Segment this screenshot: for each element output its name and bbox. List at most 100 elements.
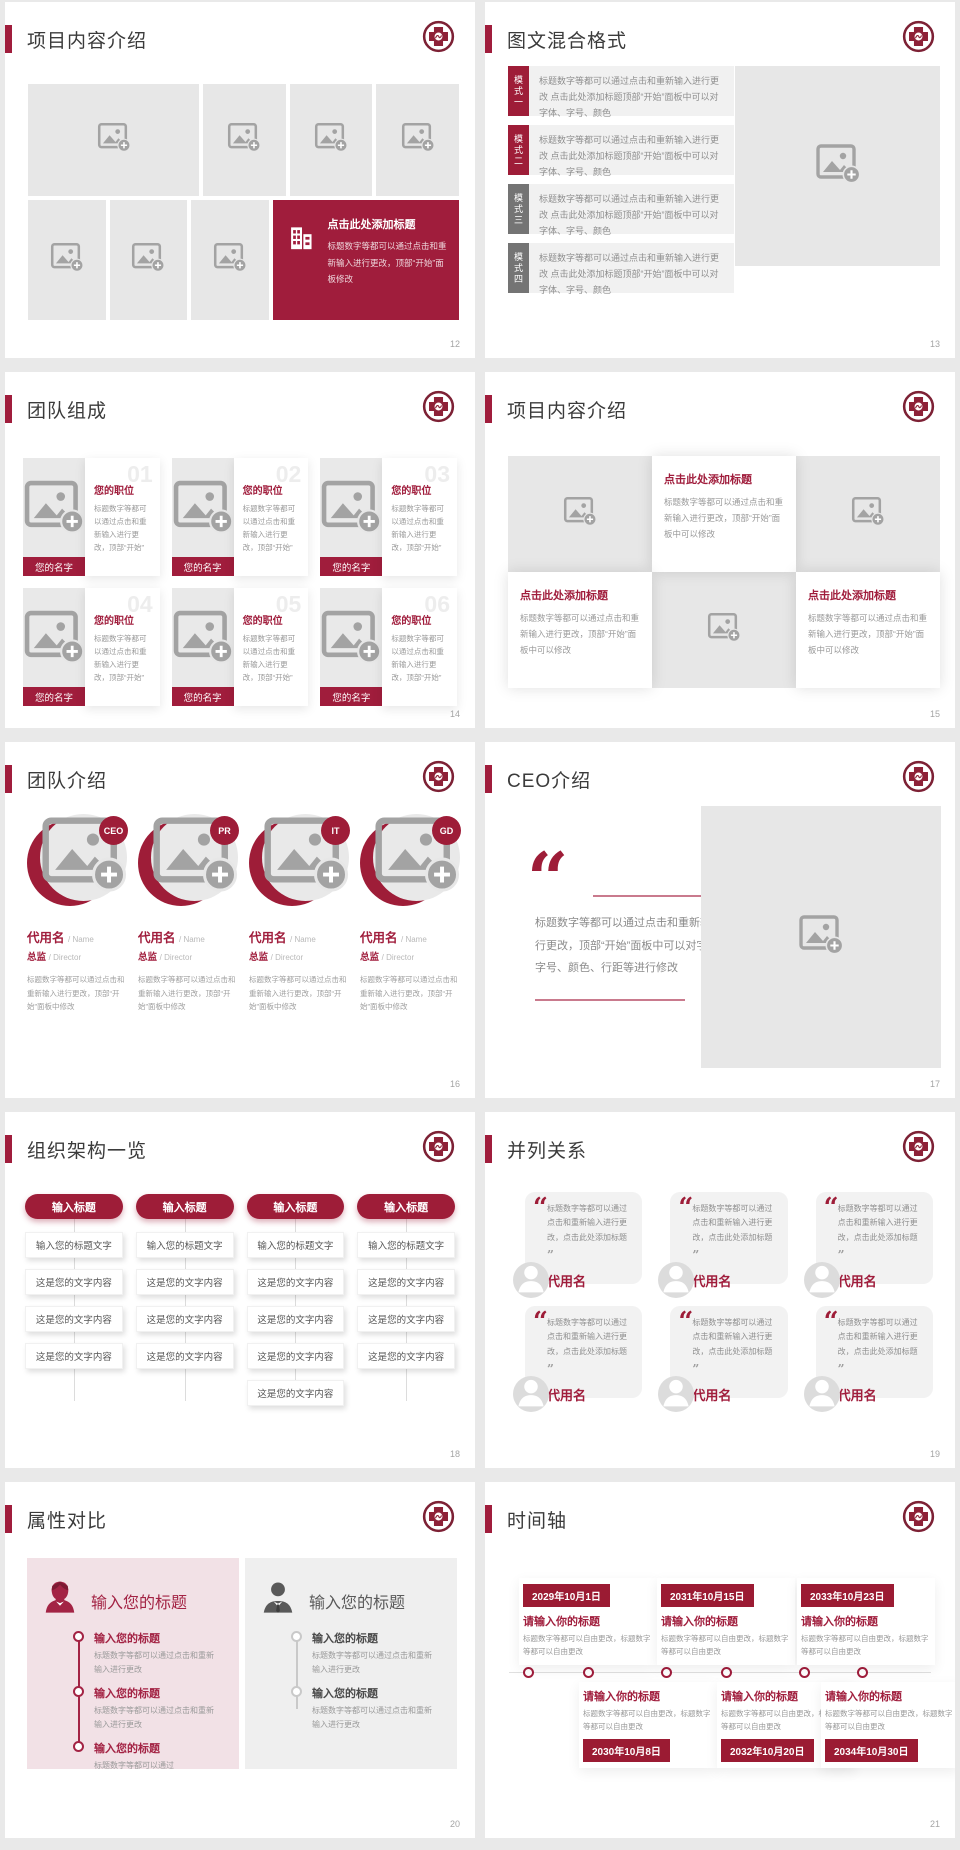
slide-14-team-composition[interactable]: 团队组成 您的名字 01 您的职位 标题数字等都可以通过点击和重新输入进行更改，…: [5, 372, 475, 728]
slide-15-project-content[interactable]: 项目内容介绍 点击此处添加标题 标题数字等都可以通过点击和重新输入进行更改，顶部…: [485, 372, 955, 728]
image-placeholder[interactable]: [28, 84, 200, 196]
quote-body: 标题数字等都可以通过点击和重新输入进行更改，点击此处添加标题: [692, 1204, 773, 1242]
brand-logo-icon: [422, 1130, 455, 1163]
slide-17-ceo-intro[interactable]: CEO介绍 “ 标题数字等都可以通过点击和重新输入进行更改，顶部“开始”面板中可…: [485, 742, 955, 1098]
member-card[interactable]: 您的名字 01 您的职位 标题数字等都可以通过点击和重新输入进行更改，顶部“开始…: [23, 458, 160, 576]
slide-18-org-structure[interactable]: 组织架构一览 输入标题 输入您的标题文字 这是您的文字内容 这是您的文字内容 这…: [5, 1112, 475, 1468]
page-number: 14: [449, 709, 460, 719]
leader-card[interactable]: GD 代用名 / Name 总监 / Director 标题数字等都可以通过点击…: [360, 812, 461, 1014]
item-title: 输入您的标题: [312, 1633, 378, 1645]
brand-logo-icon: [902, 390, 935, 423]
title-callout-box[interactable]: 点击此处添加标题 标题数字等都可以通过点击和重新输入进行更改，顶部“开始”面板修…: [272, 200, 459, 320]
event-body: 标题数字等都可以自由更改，标题数字等都可以自由更改: [721, 1709, 849, 1731]
org-item-box[interactable]: 这是您的文字内容: [357, 1269, 455, 1295]
image-placeholder[interactable]: [508, 456, 652, 572]
mode-row-4[interactable]: 模式四 标题数字等都可以通过点击和重新输入进行更改 点击此处添加标题顶部“开始”…: [508, 243, 734, 295]
compare-panel-left[interactable]: 输入您的标题 输入您的标题 标题数字等都可以通过点击和重新输入进行更改 输入您的…: [27, 1558, 239, 1770]
slide-12-project-content[interactable]: 项目内容介绍 点击此处添加标题 标题数字等都可以通过点击和重新输入进行更改，顶部…: [5, 2, 475, 358]
quote-card[interactable]: “ 标题数字等都可以通过点击和重新输入进行更改，点击此处添加标题 ” 代用名: [513, 1306, 643, 1412]
text-block[interactable]: 点击此处添加标题 标题数字等都可以通过点击和重新输入进行更改，顶部“开始”面板中…: [796, 572, 940, 688]
org-title-pill[interactable]: 输入标题: [135, 1194, 234, 1219]
leader-card[interactable]: PR 代用名 / Name 总监 / Director 标题数字等都可以通过点击…: [138, 812, 239, 1014]
org-item-box[interactable]: 这是您的文字内容: [25, 1343, 123, 1369]
leader-card[interactable]: IT 代用名 / Name 总监 / Director 标题数字等都可以通过点击…: [249, 812, 350, 1014]
org-item-box[interactable]: 这是您的文字内容: [246, 1306, 345, 1332]
image-placeholder[interactable]: [109, 200, 188, 320]
member-card[interactable]: 您的名字 05 您的职位 标题数字等都可以通过点击和重新输入进行更改，顶部“开始…: [171, 588, 309, 706]
image-placeholder[interactable]: [652, 572, 796, 688]
timeline-event[interactable]: 请输入你的标题 标题数字等都可以自由更改，标题数字等都可以自由更改 2034年1…: [821, 1682, 955, 1768]
slide-20-attribute-compare[interactable]: 属性对比 输入您的标题 输入您的标题 标题数字等都可以通过点击和重新输入进行更改…: [5, 1482, 475, 1838]
mode-row-3[interactable]: 模式三 标题数字等都可以通过点击和重新输入进行更改 点击此处添加标题顶部“开始”…: [508, 184, 734, 236]
slide-19-parallel-relation[interactable]: 并列关系 “ 标题数字等都可以通过点击和重新输入进行更改，点击此处添加标题 ” …: [485, 1112, 955, 1468]
avatar: [803, 1376, 840, 1412]
quote-card[interactable]: “ 标题数字等都可以通过点击和重新输入进行更改，点击此处添加标题 ” 代用名: [803, 1192, 933, 1298]
male-person-icon: [259, 1579, 297, 1622]
quote-card[interactable]: “ 标题数字等都可以通过点击和重新输入进行更改，点击此处添加标题 ” 代用名: [513, 1192, 643, 1298]
timeline-event[interactable]: 2029年10月1日 请输入你的标题 标题数字等都可以自由更改，标题数字等都可以…: [519, 1578, 657, 1665]
org-item-box[interactable]: 这是您的文字内容: [246, 1380, 345, 1406]
image-placeholder[interactable]: [191, 200, 269, 320]
slide-header: 项目内容介绍: [5, 24, 475, 54]
quote-card[interactable]: “ 标题数字等都可以通过点击和重新输入进行更改，点击此处添加标题 ” 代用名: [658, 1192, 788, 1298]
image-placeholder[interactable]: [289, 84, 373, 196]
org-item-box[interactable]: 这是您的文字内容: [357, 1343, 455, 1369]
org-subtitle-box[interactable]: 输入您的标题文字: [25, 1232, 123, 1258]
item-body: 标题数字等都可以通过点击和重新输入进行更改: [94, 1651, 214, 1674]
timeline-item: 输入您的标题 标题数字等都可以通过点击和重新输入进行更改: [291, 1685, 443, 1731]
image-placeholder[interactable]: [28, 200, 106, 320]
text-block[interactable]: 点击此处添加标题 标题数字等都可以通过点击和重新输入进行更改，顶部“开始”面板中…: [652, 456, 796, 572]
member-card[interactable]: 您的名字 03 您的职位 标题数字等都可以通过点击和重新输入进行更改，顶部“开始…: [320, 458, 457, 576]
member-card[interactable]: 您的名字 06 您的职位 标题数字等都可以通过点击和重新输入进行更改，顶部“开始…: [320, 588, 457, 706]
mode-row-2[interactable]: 模式二 标题数字等都可以通过点击和重新输入进行更改 点击此处添加标题顶部“开始”…: [508, 125, 734, 177]
org-subtitle-box[interactable]: 输入您的标题文字: [357, 1232, 455, 1258]
org-subtitle-box[interactable]: 输入您的标题文字: [246, 1232, 345, 1258]
member-name-tag: 您的名字: [171, 557, 234, 576]
org-item-box[interactable]: 这是您的文字内容: [246, 1269, 345, 1295]
compare-panel-right[interactable]: 输入您的标题 输入您的标题 标题数字等都可以通过点击和重新输入进行更改 输入您的…: [245, 1558, 457, 1769]
page-number: 12: [449, 339, 460, 349]
image-placeholder[interactable]: [796, 456, 940, 572]
org-item-box[interactable]: 这是您的文字内容: [25, 1269, 123, 1295]
quote-name: 代用名: [692, 1387, 732, 1403]
timeline-event[interactable]: 请输入你的标题 标题数字等都可以自由更改，标题数字等都可以自由更改 2030年1…: [579, 1682, 717, 1768]
quote-card[interactable]: “ 标题数字等都可以通过点击和重新输入进行更改，点击此处添加标题 ” 代用名: [658, 1306, 788, 1412]
quote-mark: “: [823, 1193, 839, 1223]
timeline-dot: [799, 1667, 810, 1678]
image-placeholder[interactable]: [701, 806, 941, 1068]
org-item-box[interactable]: 这是您的文字内容: [135, 1306, 234, 1332]
org-item-box[interactable]: 这是您的文字内容: [25, 1306, 123, 1332]
image-placeholder-icon: [131, 242, 165, 278]
slide-16-team-intro[interactable]: 团队介绍 CEO 代用名 / Name 总监 / Director 标题数字等都…: [5, 742, 475, 1098]
leader-card[interactable]: CEO 代用名 / Name 总监 / Director 标题数字等都可以通过点…: [27, 812, 128, 1014]
timeline-event[interactable]: 2031年10月15日 请输入你的标题 标题数字等都可以自由更改，标题数字等都可…: [657, 1578, 795, 1665]
quote-close-mark: ”: [837, 1362, 845, 1377]
image-placeholder[interactable]: [735, 66, 940, 266]
page-title: 属性对比: [27, 1510, 108, 1532]
org-title-pill[interactable]: 输入标题: [357, 1194, 455, 1219]
mode-row-1[interactable]: 模式一 标题数字等都可以通过点击和重新输入进行更改 点击此处添加标题顶部“开始”…: [508, 66, 734, 118]
org-title-pill[interactable]: 输入标题: [25, 1194, 123, 1219]
text-block[interactable]: 点击此处添加标题 标题数字等都可以通过点击和重新输入进行更改，顶部“开始”面板中…: [508, 572, 652, 688]
leader-role: 总监: [138, 952, 158, 963]
timeline-event[interactable]: 2033年10月23日 请输入你的标题 标题数字等都可以自由更改，标题数字等都可…: [797, 1578, 935, 1665]
org-item-box[interactable]: 这是您的文字内容: [135, 1269, 234, 1295]
quote-card[interactable]: “ 标题数字等都可以通过点击和重新输入进行更改，点击此处添加标题 ” 代用名: [803, 1306, 933, 1412]
page-title: 组织架构一览: [27, 1140, 148, 1162]
leader-role-en: / Director: [381, 953, 415, 962]
org-title-pill[interactable]: 输入标题: [246, 1194, 345, 1219]
slide-13-mixed-format[interactable]: 图文混合格式 模式一 标题数字等都可以通过点击和重新输入进行更改 点击此处添加标…: [485, 2, 955, 358]
member-body: 标题数字等都可以通过点击和重新输入进行更改，顶部“开始”: [94, 504, 147, 553]
role-badge: PR: [210, 816, 239, 845]
image-placeholder[interactable]: [376, 84, 459, 196]
org-subtitle-box[interactable]: 输入您的标题文字: [135, 1232, 234, 1258]
image-placeholder[interactable]: [203, 84, 286, 196]
org-item-box[interactable]: 这是您的文字内容: [246, 1343, 345, 1369]
org-item-box[interactable]: 这是您的文字内容: [357, 1306, 455, 1332]
divider-line: [593, 895, 726, 897]
member-card[interactable]: 您的名字 04 您的职位 标题数字等都可以通过点击和重新输入进行更改，顶部“开始…: [23, 588, 160, 706]
member-card[interactable]: 您的名字 02 您的职位 标题数字等都可以通过点击和重新输入进行更改，顶部“开始…: [171, 458, 309, 576]
org-item-box[interactable]: 这是您的文字内容: [135, 1343, 234, 1369]
block-body: 标题数字等都可以通过点击和重新输入进行更改，顶部“开始”面板中可以修改: [520, 613, 640, 656]
slide-21-timeline[interactable]: 时间轴 2029年10月1日 请输入你的标题 标题数字等都可以自由更改，标题数字…: [485, 1482, 955, 1838]
